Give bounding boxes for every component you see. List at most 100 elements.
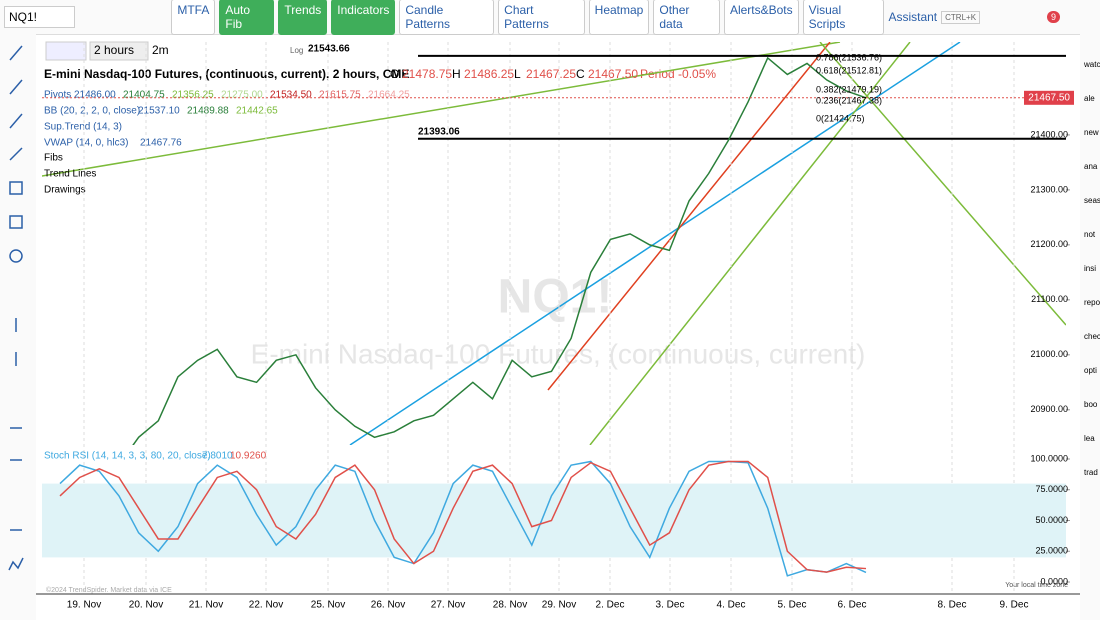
indicator-name: Sup.Trend (14, 3) — [44, 122, 122, 133]
series-line — [132, 56, 867, 445]
stoch-title: Stoch RSI (14, 14, 3, 3, 80, 20, close) — [44, 451, 211, 462]
y-tick-label: 21300.00 — [1030, 184, 1068, 194]
plot — [132, 54, 1066, 445]
log-toggle[interactable]: Log — [290, 46, 303, 55]
toolbar-buttons: MTFA Auto Fib Trends Indicators Candle Patte… — [171, 0, 885, 35]
ohlc-label: L — [514, 67, 521, 81]
symbol-input[interactable]: NQ1! — [4, 6, 75, 28]
date-label: 29. Nov — [542, 600, 576, 611]
trend-lines — [42, 42, 1066, 445]
indicator-value: 21489.88 — [187, 106, 229, 117]
y-tick-label: 21100.00 — [1031, 294, 1068, 304]
watermark-name: E-mini Nasdaq-100 Futures, (continuous, … — [251, 338, 866, 369]
indicator-value: 21537.10 — [138, 106, 180, 117]
side-panel-label: boo — [1084, 400, 1098, 409]
ohlc-value: 21478.75 — [402, 67, 452, 81]
level-label: 21393.06 — [418, 126, 460, 137]
toolbar-button[interactable]: Auto Fib — [219, 0, 275, 35]
toolbar-button[interactable]: Other data — [653, 0, 720, 35]
indicator-value: 21534.50 — [270, 90, 312, 101]
date-label: 5. Dec — [778, 600, 807, 611]
toolbar-button[interactable]: Indicators — [331, 0, 396, 35]
indicator-name: VWAP (14, 0, hlc3) — [44, 138, 128, 149]
side-panel-label: new — [1084, 128, 1099, 137]
indicator-value: 21404.75 — [123, 90, 165, 101]
y-tick-label: 0.0000 — [1040, 576, 1068, 586]
indicator-name: BB (20, 2, 2, 0, close) — [44, 106, 140, 117]
toolbar-button[interactable]: Visual Scripts — [802, 0, 885, 35]
fib-label: 0.786(21536.76) — [816, 52, 882, 62]
chart-title: E-mini Nasdaq-100 Futures, (continuous, … — [44, 67, 409, 81]
fib-label: 0.236(21467.38) — [816, 95, 882, 105]
side-panel-label: ale — [1084, 94, 1095, 103]
ohlc-value: 21486.25 — [464, 67, 514, 81]
toolbar-button[interactable]: Trends — [278, 0, 328, 35]
date-label: 27. Nov — [431, 600, 465, 611]
date-label: 25. Nov — [311, 600, 345, 611]
sub-interval: 2m — [152, 43, 169, 57]
indicator-value: 21275.00 — [221, 90, 263, 101]
fib-label: 0.382(21479.19) — [816, 84, 882, 94]
indicator-value: 21467.76 — [140, 138, 182, 149]
overlay-label: Drawings — [44, 185, 86, 196]
assistant[interactable]: Assistant — [888, 10, 938, 24]
toolbar: NQ1! MTFA Auto Fib Trends Indicators Candle … — [0, 0, 1100, 35]
series-line — [59, 460, 867, 573]
side-panel-label: opti — [1084, 366, 1097, 375]
date-label: 19. Nov — [67, 600, 101, 611]
side-panel-label: ana — [1084, 162, 1098, 171]
interval-button[interactable] — [89, 41, 149, 61]
stoch-band — [42, 483, 1066, 558]
side-panel-label: trad — [1084, 468, 1098, 477]
side-panel-label: insi — [1084, 264, 1096, 273]
date-label: 4. Dec — [717, 600, 746, 611]
indicator-value: 21486.00 — [74, 90, 116, 101]
watermark-symbol: NQ1! — [498, 271, 613, 324]
y-tick-label: 21200.00 — [1030, 239, 1068, 249]
y-tick-label: 75.0000 — [1035, 484, 1068, 494]
timezone: Your local time zone — [1005, 582, 1068, 589]
indicator-value: 21664.25 — [368, 90, 410, 101]
legend-value: 10.9260 — [230, 451, 267, 462]
side-panel-label: repo — [1084, 298, 1100, 307]
price-tag-label: 21467.50 — [1028, 92, 1070, 103]
side-panel-label: chec — [1084, 332, 1100, 341]
side-panel-label: lea — [1084, 434, 1095, 443]
toolbar-button[interactable]: Candle Patterns — [399, 0, 495, 35]
side-panel-label: not — [1084, 230, 1096, 239]
price-tag — [1024, 90, 1074, 105]
ohlc-label: C — [576, 67, 585, 81]
tool-sidebar — [0, 34, 36, 620]
side-panel-label: watc — [1083, 60, 1100, 69]
side-panel-label: seas — [1084, 196, 1100, 205]
overlay-label: Fibs — [44, 153, 63, 164]
interval: 2 hours — [94, 43, 134, 57]
chart-type-button[interactable] — [45, 41, 87, 61]
ohlc-label: O — [390, 67, 399, 81]
date-label: 9. Dec — [1000, 600, 1029, 611]
y-tick-label: 21000.00 — [1030, 349, 1068, 359]
level-label: 21543.66 — [308, 44, 350, 55]
date-label: 2. Dec — [596, 600, 625, 611]
toolbar-button[interactable]: Heatmap — [588, 0, 650, 35]
date-label: 20. Nov — [129, 600, 163, 611]
date-label: 28. Nov — [493, 600, 527, 611]
y-tick-label: 21400.00 — [1030, 129, 1068, 139]
y-tick-label: 20900.00 — [1030, 404, 1068, 414]
date-label: 3. Dec — [656, 600, 685, 611]
date-label: 22. Nov — [249, 600, 283, 611]
toolbar-button[interactable]: Alerts&Bots — [723, 0, 799, 35]
y-tick-label: 25.0000 — [1035, 546, 1068, 556]
date-label: 21. Nov — [189, 600, 223, 611]
toolbar-button[interactable]: MTFA — [171, 0, 216, 35]
indicator-value: 21356.25 — [172, 90, 214, 101]
header-controls: 2 hours 2m Log E-mini Nasdaq-100 Futures… — [44, 41, 716, 81]
date-label: 6. Dec — [838, 600, 867, 611]
period: Period -0.05% — [640, 67, 716, 81]
ohlc-value: 21467.25 — [526, 67, 576, 81]
toolbar-button[interactable]: Chart Patterns — [498, 0, 585, 35]
credit: ©2024 TrendSpider. Market data via ICE — [46, 586, 172, 594]
overlay-label: Trend Lines — [44, 169, 96, 180]
notification-badge[interactable]: 9 — [1046, 11, 1060, 23]
